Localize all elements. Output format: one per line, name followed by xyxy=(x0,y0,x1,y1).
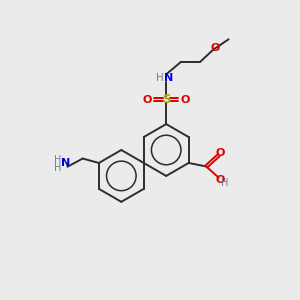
Text: O: O xyxy=(215,175,225,185)
Text: H: H xyxy=(54,155,61,165)
Text: O: O xyxy=(216,148,225,158)
Text: H: H xyxy=(54,163,61,173)
Text: O: O xyxy=(180,95,189,105)
Text: H: H xyxy=(221,178,229,188)
Text: O: O xyxy=(210,43,220,53)
Text: N: N xyxy=(61,158,70,168)
Text: N: N xyxy=(164,73,173,82)
Text: H: H xyxy=(156,73,164,82)
Text: S: S xyxy=(162,93,170,106)
Text: O: O xyxy=(143,95,152,105)
